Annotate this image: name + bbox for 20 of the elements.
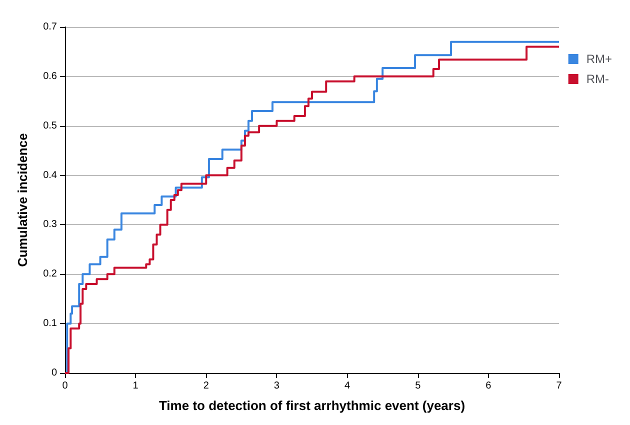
y-tick-label: 0 (51, 368, 58, 378)
y-axis-title: Cumulative incidence (15, 133, 30, 267)
x-tick-label: 5 (415, 380, 422, 392)
y-tick-label: 0.3 (43, 219, 58, 230)
x-tick-label: 3 (274, 380, 280, 392)
legend-label: RM+ (586, 52, 612, 66)
x-tick-label: 0 (62, 380, 68, 392)
y-tick-label: 0.6 (43, 70, 58, 82)
y-tick-label: 0.1 (43, 318, 58, 330)
y-tick-label: 0.7 (43, 22, 58, 32)
x-axis-title: Time to detection of first arrhythmic event (years) (158, 398, 466, 413)
y-tick-label: 0.5 (43, 120, 58, 132)
x-tick-label: 4 (344, 380, 351, 392)
legend-label: RM- (586, 72, 609, 86)
y-tick-label: 0.4 (43, 170, 58, 181)
y-tick-label: 0.2 (43, 268, 58, 280)
x-tick-label: 1 (132, 380, 139, 392)
x-tick-label: 6 (486, 380, 492, 392)
x-tick-label: 7 (556, 380, 562, 392)
x-tick-label: 2 (203, 380, 210, 392)
